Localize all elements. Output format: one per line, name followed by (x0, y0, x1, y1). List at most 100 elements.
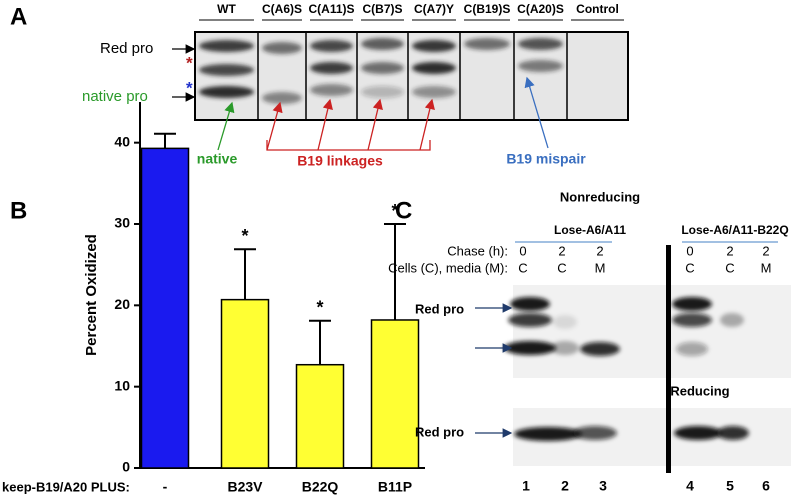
x-tick-label: B11P (378, 479, 412, 495)
arrow (367, 98, 383, 151)
x-tick-label: - (163, 479, 168, 495)
bracket (266, 140, 431, 151)
lane-number: 4 (686, 478, 694, 494)
gel-band (262, 42, 302, 54)
cells-value: M (595, 260, 606, 275)
band-label: native pro (82, 88, 148, 105)
panel-letter: A (10, 3, 27, 30)
annotation: B19 mispair (506, 151, 586, 167)
cells-value: C (557, 260, 566, 275)
annotation: native (197, 151, 238, 167)
x-axis-label: keep-B19/A20 PLUS: (2, 479, 130, 494)
gel-band (361, 62, 404, 74)
gel-band (676, 342, 708, 356)
gel-band (464, 38, 510, 50)
cells-value: C (685, 260, 694, 275)
gel-band (310, 40, 353, 52)
lane-number: 3 (599, 478, 607, 494)
gel-band (580, 342, 620, 356)
band-label: Red pro (415, 424, 464, 439)
gel-c-bands (504, 297, 749, 441)
y-tick-label: 10 (114, 377, 130, 393)
band-label: Red pro (415, 301, 464, 316)
arrow (266, 101, 283, 151)
arrow (419, 98, 435, 151)
gel-band (508, 313, 552, 327)
annotation: B19 linkages (297, 153, 383, 169)
significance-marker: * (316, 298, 323, 318)
star: * (186, 78, 193, 97)
chase-value: 2 (762, 243, 769, 258)
arrow (317, 98, 333, 151)
panel-letter: B (10, 197, 27, 224)
gel-band (551, 341, 579, 355)
group-label: Lose-A6/A11 (554, 223, 626, 237)
gel-band (504, 341, 556, 355)
y-tick-label: 30 (114, 215, 130, 231)
bar (295, 363, 345, 469)
lane-number: 2 (561, 478, 569, 494)
bar (220, 298, 270, 469)
lane-label: C(A11)S (308, 2, 354, 16)
y-tick-label: 0 (122, 459, 130, 475)
gel-band (199, 64, 254, 76)
gel-band (720, 313, 744, 327)
gel-band (674, 426, 722, 440)
bar (140, 147, 190, 469)
lane-label: C(A6)S (262, 2, 302, 16)
y-tick-label: 20 (114, 296, 130, 312)
bar-chart: 0 10 20 30 40 Percent Oxidized keep-B19/A20 PL… (2, 102, 425, 495)
lane-label: C(B19)S (464, 2, 511, 16)
arrow (217, 101, 235, 151)
gel-c-nonreducing (513, 285, 791, 378)
chase-value: 0 (686, 243, 693, 258)
gel-band (672, 313, 712, 327)
x-tick-label: B23V (227, 479, 263, 495)
gel-band (310, 62, 353, 74)
star: * (186, 53, 193, 72)
panel-letter: C (395, 197, 412, 224)
gel-band (361, 86, 404, 98)
gel-band (199, 86, 254, 98)
gel-band (262, 92, 302, 104)
bar (370, 319, 420, 469)
row-label: Chase (h): (447, 243, 508, 258)
gel-a-bands (199, 32, 568, 120)
gel-band (412, 40, 456, 52)
cells-value: C (725, 260, 734, 275)
separator (666, 245, 671, 473)
significance-marker: * (241, 226, 248, 246)
lane-number: 6 (762, 478, 770, 494)
lane-label: C(A7)Y (414, 2, 454, 16)
gel-band (518, 38, 563, 50)
lane-number: 5 (726, 478, 734, 494)
gel-band (514, 427, 582, 441)
gel-band (412, 86, 456, 98)
lane-label: C(B7)S (362, 2, 402, 16)
arrow (524, 76, 549, 149)
gel-band (199, 40, 254, 52)
band-label: Red pro (100, 40, 153, 57)
gel-band (553, 315, 577, 329)
chase-value: 2 (596, 243, 603, 258)
gel-band (510, 297, 550, 311)
significance-marker: * (391, 201, 398, 221)
cells-value: M (761, 260, 772, 275)
chase-value: 2 (558, 243, 565, 258)
lane-label: C(A20)S (517, 2, 564, 16)
section-title: Reducing (670, 383, 729, 398)
section-title: Nonreducing (560, 189, 640, 204)
gel-band (573, 426, 617, 440)
gel-band (518, 60, 563, 72)
lane-number: 1 (522, 478, 530, 494)
gel-band (310, 84, 353, 96)
gel-band (361, 38, 404, 50)
row-label: Cells (C), media (M): (388, 260, 508, 275)
chase-value: 0 (519, 243, 526, 258)
y-tick-label: 40 (114, 133, 130, 149)
gel-band (412, 62, 456, 74)
group-label: Lose-A6/A11-B22Q (681, 223, 788, 237)
chase-value: 2 (726, 243, 733, 258)
